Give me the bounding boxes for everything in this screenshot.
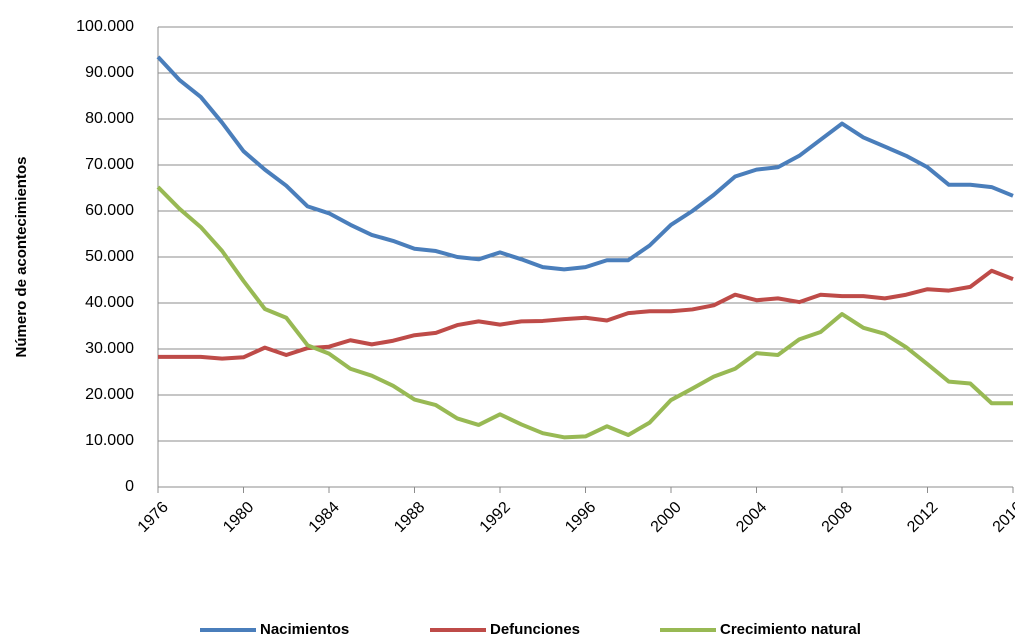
y-tick-label: 80.000 [85, 110, 134, 127]
y-tick-label: 20.000 [85, 386, 134, 403]
y-tick-label: 60.000 [85, 202, 134, 219]
x-tick-label: 2000 [648, 499, 685, 536]
y-tick-label: 50.000 [85, 248, 134, 265]
x-tick-label: 1976 [135, 499, 172, 536]
x-tick-label: 1980 [220, 499, 257, 536]
x-tick-label: 1992 [477, 499, 514, 536]
x-tick-label: 2004 [733, 499, 770, 536]
line-series [156, 55, 1014, 272]
y-tick-label: 40.000 [85, 294, 134, 311]
y-tick-label: 90.000 [85, 64, 134, 81]
y-axis-title: Número de acontecimientos [13, 157, 30, 358]
y-tick-label: 10.000 [85, 432, 134, 449]
line-series [158, 268, 1014, 361]
legend-label: Crecimiento natural [720, 621, 861, 638]
x-tick-label: 1984 [306, 499, 343, 536]
x-tick-label: 1996 [562, 499, 599, 536]
y-tick-label: 70.000 [85, 156, 134, 173]
x-tick-label: 2012 [904, 499, 941, 536]
x-tick-label: 1988 [391, 499, 428, 536]
x-tick-label: 2016 [990, 499, 1015, 536]
y-tick-label: 100.000 [76, 18, 134, 35]
legend-label: Nacimientos [260, 621, 349, 638]
legend-label: Defunciones [490, 621, 580, 638]
line-series [156, 185, 1013, 440]
y-tick-label: 30.000 [85, 340, 134, 357]
x-tick-label: 2008 [819, 499, 856, 536]
y-tick-label: 0 [125, 478, 134, 495]
